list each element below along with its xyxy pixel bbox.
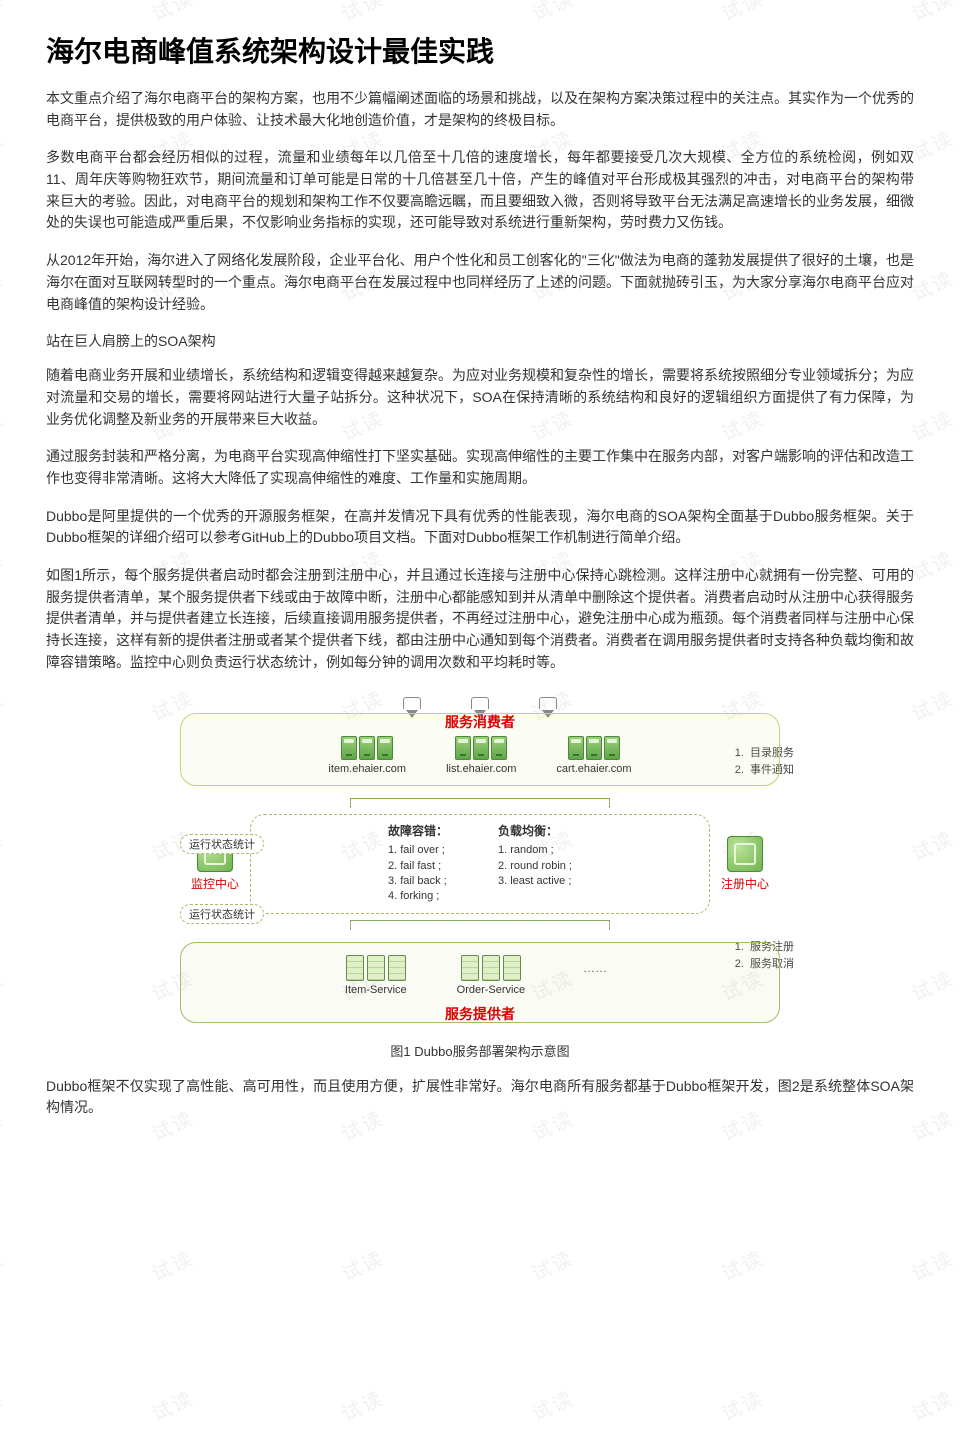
registry-icon — [727, 836, 763, 872]
consumer-url: item.ehaier.com — [328, 763, 406, 775]
provider-node: Order-Service — [457, 955, 525, 996]
rack-icon — [482, 955, 500, 981]
arrow-down-icon — [403, 697, 421, 709]
provider-group: Item-Service Order-Service …… 服务提供者 — [180, 942, 780, 1023]
consumer-node: item.ehaier.com — [328, 736, 406, 775]
server-icon — [586, 736, 602, 760]
monitor-label: 监控中心 — [191, 875, 239, 892]
fault-title: 故障容错： — [388, 823, 448, 840]
server-icon — [491, 736, 507, 760]
server-icon — [473, 736, 489, 760]
server-icon — [341, 736, 357, 760]
consumer-node: cart.ehaier.com — [556, 736, 631, 775]
arrow-down-icon — [471, 697, 489, 709]
rack-icon — [367, 955, 385, 981]
lb-title: 负载均衡： — [498, 823, 572, 840]
figure-caption: 图1 Dubbo服务部署架构示意图 — [46, 1041, 914, 1060]
consumer-url: list.ehaier.com — [446, 763, 516, 775]
rack-icon — [388, 955, 406, 981]
paragraph-2: 多数电商平台都会经历相似的过程，流量和业绩每年以几倍至十几倍的速度增长，每年都要… — [46, 147, 914, 234]
provider-label: 服务提供者 — [439, 1004, 521, 1024]
stat-tag-top: 运行状态统计 — [180, 834, 264, 854]
provider-node: Item-Service — [345, 955, 407, 996]
rack-icon — [461, 955, 479, 981]
registry-label: 注册中心 — [721, 875, 769, 892]
server-icon — [568, 736, 584, 760]
arrow-down-icon — [539, 697, 557, 709]
section-heading: 站在巨人肩膀上的SOA架构 — [46, 331, 914, 351]
rack-icon — [503, 955, 521, 981]
rack-icon — [346, 955, 364, 981]
stat-tag-bottom: 运行状态统计 — [180, 904, 264, 924]
paragraph-5: 通过服务封装和严格分离，为电商平台实现高伸缩性打下坚实基础。实现高伸缩性的主要工… — [46, 446, 914, 489]
server-icon — [604, 736, 620, 760]
consumer-node: list.ehaier.com — [446, 736, 516, 775]
paragraph-3: 从2012年开始，海尔进入了网络化发展阶段，企业平台化、用户个性化和员工创客化的… — [46, 250, 914, 315]
paragraph-8: Dubbo框架不仅实现了高性能、高可用性，而且使用方便，扩展性非常好。海尔电商所… — [46, 1076, 914, 1119]
consumer-url: cart.ehaier.com — [556, 763, 631, 775]
paragraph-4: 随着电商业务开展和业绩增长，系统结构和逻辑变得越来越复杂。为应对业务规模和复杂性… — [46, 365, 914, 430]
server-icon — [455, 736, 471, 760]
dubbo-diagram: 1. 目录服务 2. 事件通知 1. 服务注册 2. 服务取消 服务消费者 it… — [46, 689, 914, 1032]
paragraph-1: 本文重点介绍了海尔电商平台的架构方案，也用不少篇幅阐述面临的场景和挑战，以及在架… — [46, 88, 914, 131]
fault-items: 1. fail over ; 2. fail fast ; 3. fail ba… — [388, 843, 448, 905]
consumer-label: 服务消费者 — [439, 712, 521, 732]
provider-name: Item-Service — [345, 984, 407, 996]
consumer-group: 服务消费者 item.ehaier.com list.ehaier.com ca… — [180, 713, 780, 786]
server-icon — [377, 736, 393, 760]
lb-items: 1. random ; 2. round robin ; 3. least ac… — [498, 843, 572, 889]
fault-lb-box: 故障容错： 1. fail over ; 2. fail fast ; 3. f… — [250, 814, 710, 913]
page-title: 海尔电商峰值系统架构设计最佳实践 — [46, 30, 914, 70]
paragraph-6: Dubbo是阿里提供的一个优秀的开源服务框架，在高并发情况下具有优秀的性能表现，… — [46, 506, 914, 549]
paragraph-7: 如图1所示，每个服务提供者启动时都会注册到注册中心，并且通过长连接与注册中心保持… — [46, 565, 914, 673]
provider-name: Order-Service — [457, 984, 525, 996]
server-icon — [359, 736, 375, 760]
provider-more: …… — [575, 955, 615, 996]
registry-node: 注册中心 — [710, 796, 780, 931]
